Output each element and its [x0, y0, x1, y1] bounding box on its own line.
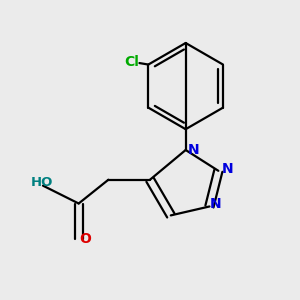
Text: Cl: Cl [124, 55, 140, 69]
Text: HO: HO [30, 176, 53, 189]
Text: O: O [79, 232, 91, 246]
Text: N: N [188, 143, 200, 157]
Text: N: N [221, 162, 233, 176]
Text: N: N [210, 197, 221, 211]
